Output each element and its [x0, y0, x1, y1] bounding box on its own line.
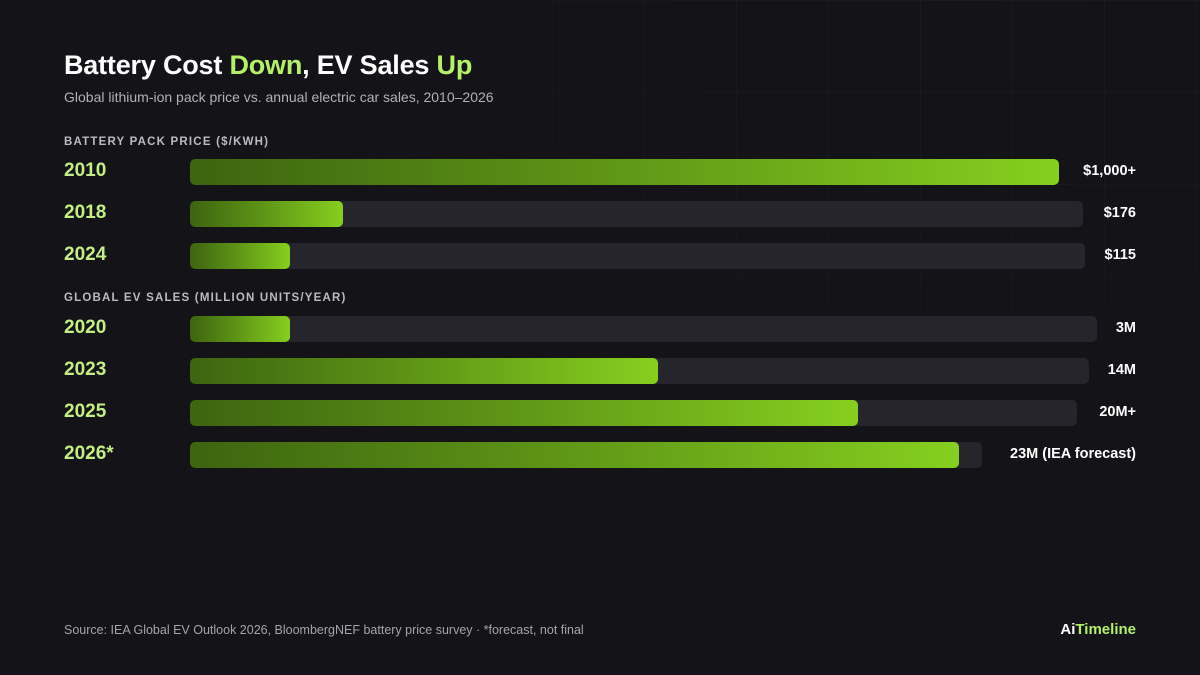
battery-price-row: 2018 $176 — [0, 201, 1200, 227]
title-part-2: , EV Sales — [302, 50, 437, 80]
ev-sales-value-label: 14M — [1107, 362, 1136, 378]
ev-sales-bar-track — [190, 442, 982, 468]
ev-sales-bar-track — [190, 400, 1077, 426]
ev-sales-value-label: 23M (IEA forecast) — [1010, 446, 1136, 462]
battery-price-bar — [190, 159, 1059, 185]
brand-timeline: Timeline — [1075, 621, 1136, 638]
title-part-1: Battery Cost — [64, 50, 230, 80]
ev-sales-section-label: GLOBAL EV SALES (MILLION UNITS/YEAR) — [64, 292, 347, 304]
ev-sales-row: 2023 14M — [0, 358, 1200, 384]
title-highlight-down: Down — [229, 50, 303, 80]
ev-sales-bar-track — [190, 316, 1097, 342]
battery-price-value-label: $1,000+ — [1083, 163, 1136, 179]
battery-price-bar-track — [190, 159, 1059, 185]
page-title: Battery Cost Down, EV Sales Up — [64, 50, 472, 81]
ev-sales-category-label: 2020 — [64, 317, 107, 338]
ev-sales-row: 2025 20M+ — [0, 400, 1200, 426]
ev-sales-bar — [190, 400, 858, 426]
battery-price-bar-track — [190, 201, 1083, 227]
brand-logo: AiTimeline — [1060, 621, 1136, 638]
ev-sales-bar-track — [190, 358, 1089, 384]
ev-sales-bar — [190, 442, 959, 468]
ev-sales-category-label: 2025 — [64, 401, 107, 422]
battery-price-bar-track — [190, 243, 1085, 269]
battery-price-category-label: 2018 — [64, 202, 107, 223]
ev-sales-value-label: 20M+ — [1099, 404, 1136, 420]
ev-sales-row: 2020 3M — [0, 316, 1200, 342]
ev-sales-row: 2026* 23M (IEA forecast) — [0, 442, 1200, 468]
battery-price-bar — [190, 243, 290, 269]
ev-sales-value-label: 3M — [1115, 320, 1136, 336]
page-subtitle: Global lithium-ion pack price vs. annual… — [64, 89, 494, 105]
title-highlight-up: Up — [436, 50, 473, 80]
battery-price-row: 2010 $1,000+ — [0, 159, 1200, 185]
battery-price-value-label: $115 — [1104, 247, 1136, 263]
battery-price-value-label: $176 — [1103, 205, 1136, 221]
battery-price-section-label: BATTERY PACK PRICE ($/KWH) — [64, 136, 270, 148]
battery-price-row: 2024 $115 — [0, 243, 1200, 269]
battery-price-category-label: 2010 — [64, 160, 107, 181]
battery-price-category-label: 2024 — [64, 244, 107, 265]
ev-sales-category-label: 2026* — [64, 443, 114, 464]
ev-sales-bar — [190, 316, 290, 342]
source-note: Source: IEA Global EV Outlook 2026, Bloo… — [64, 623, 584, 637]
brand-ai: Ai — [1060, 621, 1076, 638]
ev-sales-bar — [190, 358, 658, 384]
battery-price-bar — [190, 201, 343, 227]
ev-sales-category-label: 2023 — [64, 359, 107, 380]
